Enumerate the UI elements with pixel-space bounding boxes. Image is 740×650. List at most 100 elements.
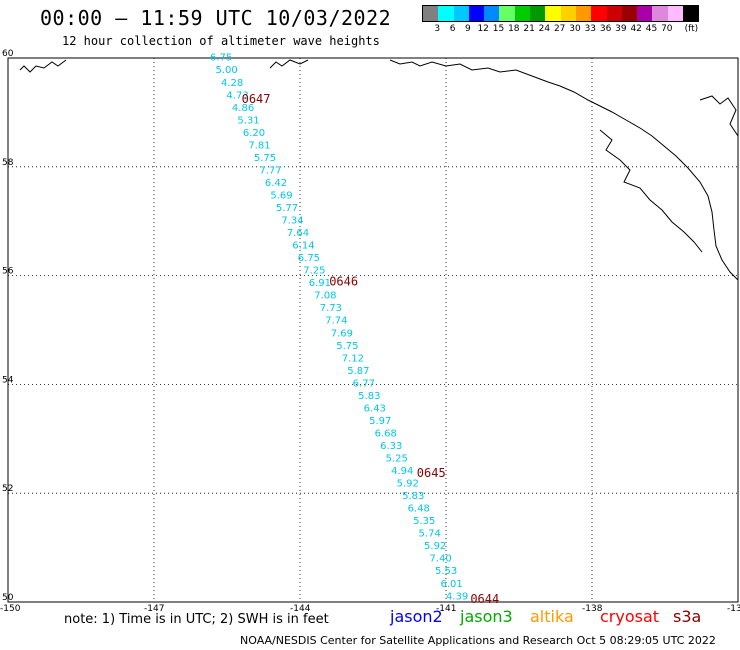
legend-bin-label: 9 — [465, 24, 471, 34]
mission-cryosat: cryosat — [600, 607, 660, 626]
wave-height-label: 5.74 — [419, 529, 441, 540]
wave-height-label: 5.35 — [413, 516, 435, 527]
legend-bin-label: 15 — [492, 24, 505, 34]
wave-height-label: 6.91 — [309, 278, 331, 289]
time-marker-label: 0647 — [242, 92, 271, 106]
wave-height-label: 4.73 — [226, 90, 248, 101]
legend-swatch — [453, 6, 469, 21]
coastline — [19, 59, 739, 281]
wave-height-label: 5.97 — [369, 416, 391, 427]
wave-height-label: 6.20 — [243, 128, 265, 139]
legend-bin-label: 42 — [630, 24, 642, 34]
wave-height-label: 5.92 — [424, 541, 446, 552]
wave-height-label: 5.75 — [336, 341, 358, 352]
wave-height-label: 5.00 — [215, 65, 237, 76]
wave-height-label: 7.40 — [430, 554, 452, 565]
latitude-tick-label: 60 — [2, 49, 14, 59]
legend-swatch — [499, 6, 515, 21]
page-subtitle: 12 hour collection of altimeter wave hei… — [62, 34, 380, 48]
wave-height-label: 6.33 — [380, 441, 402, 452]
latitude-tick-label: 58 — [2, 158, 14, 168]
longitude-tick-label: -135 — [727, 604, 740, 614]
latitude-tick-label: 50 — [2, 593, 14, 603]
color-legend: 3 6 9 12 15 18 21 24 27 30 33 36 39 42 45 70 (ft) — [422, 5, 700, 36]
legend-bin-label: 24 — [538, 24, 551, 34]
legend-swatch — [652, 6, 668, 21]
wave-height-label: 7.08 — [314, 291, 336, 302]
wave-height-label: 6.48 — [408, 504, 430, 515]
wave-height-label: 6.42 — [265, 178, 287, 189]
wave-height-label: 4.94 — [391, 466, 413, 477]
wave-height-label: 7.77 — [259, 165, 281, 176]
time-marker-label: 0646 — [329, 274, 358, 288]
wave-height-label: 7.69 — [331, 328, 353, 339]
time-marker-label: 0645 — [417, 466, 446, 480]
wave-height-label: 7.34 — [281, 216, 303, 227]
wave-height-label: 5.31 — [237, 115, 259, 126]
mission-altika: altika — [530, 607, 574, 626]
wave-height-label: 6.75 — [210, 53, 232, 64]
footnote: note: 1) Time is in UTC; 2) SWH is in fe… — [64, 612, 329, 627]
legend-bin-label: 39 — [615, 24, 627, 34]
legend-swatch — [606, 6, 622, 21]
coastline-kodiak — [19, 59, 67, 73]
wave-height-label: 5.83 — [358, 391, 380, 402]
legend-swatch — [484, 6, 500, 21]
wave-height-label: 5.53 — [435, 566, 457, 577]
wave-height-label: 6.77 — [353, 378, 375, 389]
coastline-inland — [699, 95, 739, 137]
wave-height-label: 7.25 — [303, 266, 325, 277]
wave-height-label: 4.28 — [221, 78, 243, 89]
legend-bin-label: 70 — [661, 24, 673, 34]
legend-bin-label: 18 — [508, 24, 520, 34]
coastline-kenai — [269, 59, 309, 69]
mission-jason3: jason3 — [460, 607, 513, 626]
wave-height-label: 6.43 — [364, 403, 386, 414]
wave-height-label: 5.92 — [397, 479, 419, 490]
page-title: 00:00 – 11:59 UTC 10/03/2022 — [40, 6, 392, 30]
wave-height-label: 5.75 — [254, 153, 276, 164]
legend-bin-label: 27 — [553, 24, 566, 34]
wave-height-label: 6.14 — [292, 241, 314, 252]
latitude-tick-label: 54 — [2, 375, 14, 385]
wave-height-label: 7.12 — [342, 353, 364, 364]
wave-height-label: 7.81 — [248, 140, 270, 151]
legend-swatch — [683, 6, 699, 21]
wave-height-label: 5.83 — [402, 491, 424, 502]
credit-line: NOAA/NESDIS Center for Satellite Applica… — [240, 634, 716, 647]
wave-height-label: 5.77 — [276, 203, 298, 214]
legend-labels: 3 6 9 12 15 18 21 24 27 30 33 36 39 42 45 70 (ft) — [422, 22, 699, 36]
legend-swatch — [545, 6, 561, 21]
legend-bin-label: 6 — [449, 24, 456, 34]
time-marker-label: 0644 — [470, 592, 499, 606]
wave-height-label: 7.73 — [320, 303, 342, 314]
latitude-tick-label: 52 — [2, 484, 13, 494]
longitude-tick-label: -144 — [290, 604, 311, 614]
legend-swatch — [575, 6, 592, 21]
wave-height-label: 4.39 — [446, 591, 468, 602]
axis-tick-labels: -150 -147 -144 -141 -138 -135 60 58 56 54 52 50 — [0, 49, 740, 614]
legend-swatch — [468, 6, 485, 21]
legend-swatch — [423, 6, 439, 21]
wave-height-label: 5.87 — [347, 366, 369, 377]
legend-bin-label: 3 — [434, 24, 441, 34]
legend-bin-label: 33 — [584, 24, 597, 34]
legend-swatch — [560, 6, 576, 21]
wave-height-label: 7.74 — [325, 316, 347, 327]
legend-unit: (ft) — [684, 24, 699, 34]
coastline-gulf-of-alaska — [389, 59, 739, 281]
legend-bin-label: 12 — [477, 24, 489, 34]
wave-height-label: 4.86 — [232, 103, 254, 114]
legend-swatch — [621, 6, 638, 21]
legend-bin-label: 30 — [569, 24, 581, 34]
wave-height-label: 6.75 — [298, 253, 320, 264]
legend-swatch — [438, 6, 454, 21]
legend-swatch — [667, 6, 684, 21]
legend-swatches — [422, 5, 700, 22]
wave-height-label: 6.68 — [375, 428, 397, 439]
mission-s3a: s3a — [673, 607, 702, 626]
legend-swatch — [514, 6, 531, 21]
longitude-tick-label: -138 — [582, 604, 603, 614]
wave-height-label: 5.25 — [386, 454, 408, 465]
